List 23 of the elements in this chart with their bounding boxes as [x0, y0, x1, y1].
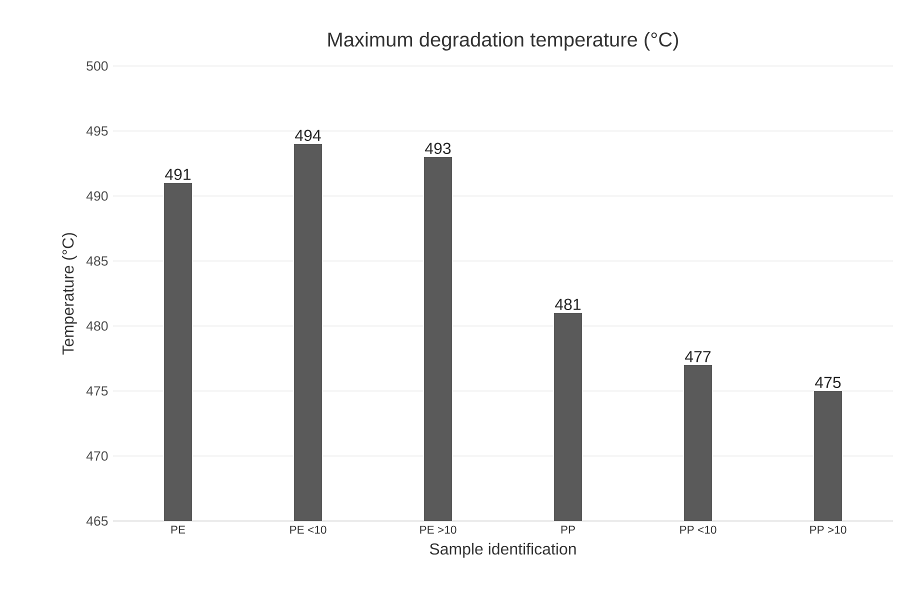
- data-label: 477: [685, 351, 711, 362]
- y-tick-label: 495: [86, 126, 108, 136]
- x-axis-title: Sample identification: [430, 542, 576, 558]
- x-tick-label: PP >10: [810, 526, 846, 534]
- x-tick-label: PP <10: [680, 526, 716, 534]
- y-tick-label: 480: [86, 321, 108, 331]
- y-tick-label: 470: [86, 451, 108, 461]
- data-label: 481: [555, 298, 581, 310]
- x-tick-label: PE >10: [420, 526, 456, 534]
- y-axis-title: Temperature (°C): [62, 233, 77, 355]
- data-label: 493: [425, 142, 451, 154]
- y-tick-label: 500: [86, 61, 108, 71]
- data-label: 491: [165, 168, 191, 180]
- data-label: 475: [815, 376, 841, 388]
- y-tick-label: 465: [86, 516, 108, 526]
- x-tick-label: PP: [561, 526, 575, 534]
- x-tick-label: PE <10: [290, 526, 326, 534]
- y-tick-label: 475: [86, 386, 108, 396]
- chart-title: Maximum degradation temperature (°C): [328, 32, 678, 51]
- y-tick-label: 490: [86, 191, 108, 201]
- y-tick-label: 485: [86, 256, 108, 266]
- data-label: 494: [295, 130, 321, 142]
- x-tick-label: PE: [171, 526, 186, 534]
